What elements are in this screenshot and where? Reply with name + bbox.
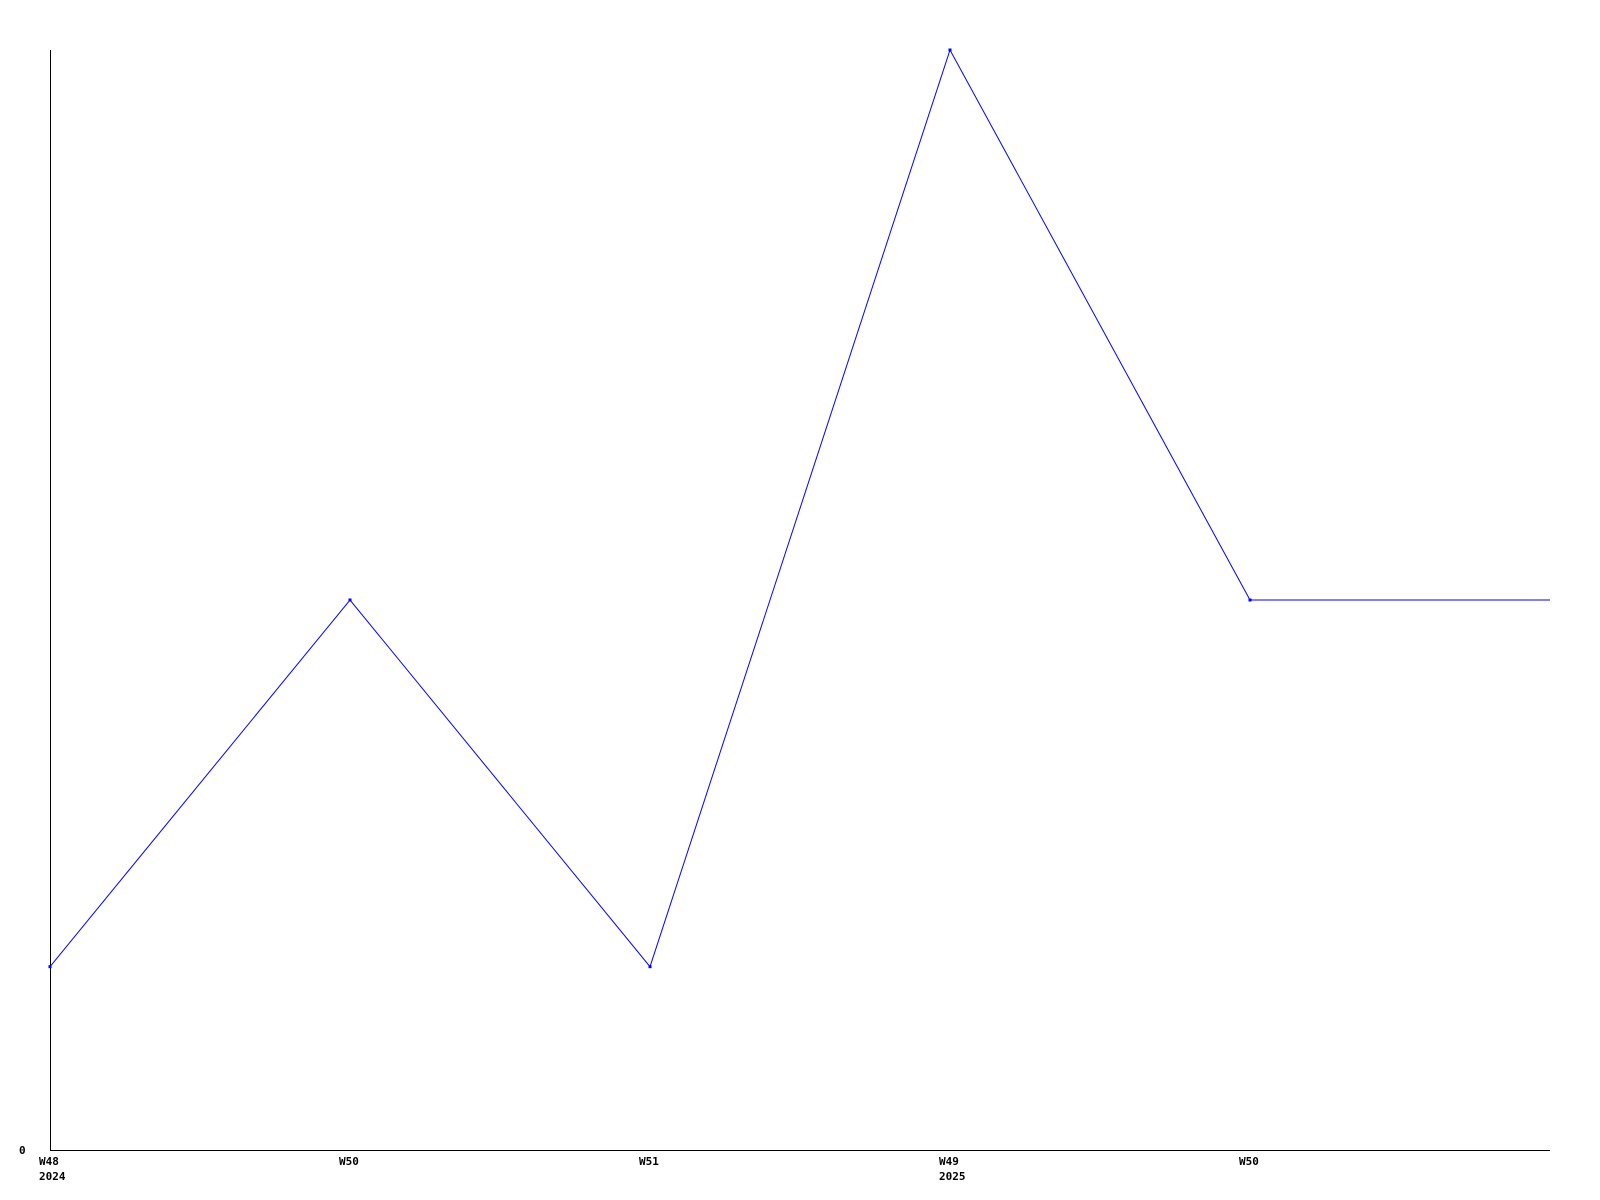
data-point (48, 965, 52, 969)
x-tick-label: W50 (339, 1155, 359, 1168)
data-point (648, 965, 652, 969)
data-point (348, 598, 352, 602)
x-tick-year-label: 2025 (939, 1170, 966, 1183)
x-tick-year-label: 2024 (39, 1170, 66, 1183)
x-tick-label: W49 (939, 1155, 959, 1168)
x-tick-label: W48 (39, 1155, 59, 1168)
data-point (1248, 598, 1252, 602)
x-tick-label: W51 (639, 1155, 659, 1168)
series-line (49, 48, 1550, 968)
y-tick-label: 0 (19, 1144, 26, 1157)
x-tick-label: W50 (1239, 1155, 1259, 1168)
data-point (948, 48, 952, 52)
